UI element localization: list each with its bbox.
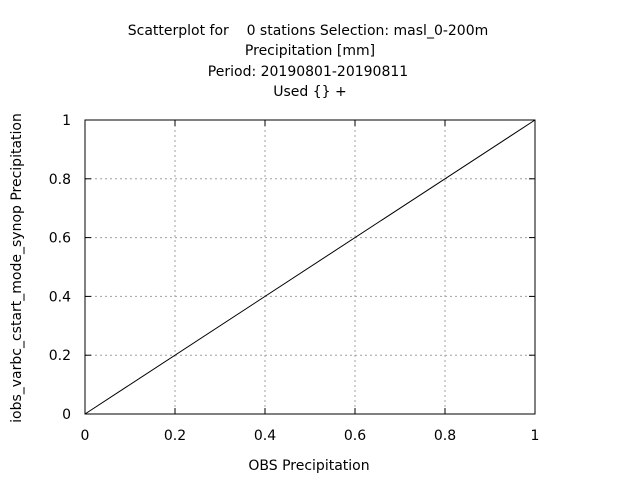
- y-tick-label: 1: [62, 113, 71, 129]
- chart-title: Scatterplot for 0 stations Selection: ma…: [128, 23, 489, 100]
- plot-frame: [84, 119, 536, 415]
- x-tick-label: 1: [531, 428, 540, 444]
- x-tick-label: 0.6: [344, 428, 366, 444]
- reference-line: [84, 119, 536, 415]
- y-tick-label: 0.8: [49, 172, 71, 188]
- axis-ticks: 0 0.2 0.4 0.6 0.8 1 0 0.2 0.4 0.6 0.8 1: [49, 113, 540, 444]
- x-tick-label: 0: [81, 428, 90, 444]
- title-line-1: Scatterplot for 0 stations Selection: ma…: [128, 23, 489, 39]
- x-axis-label: OBS Precipitation: [248, 458, 369, 474]
- x-tick-label: 0.2: [164, 428, 186, 444]
- x-tick-label: 0.8: [434, 428, 456, 444]
- x-tick-label: 0.4: [254, 428, 276, 444]
- grid-lines: [85, 120, 535, 414]
- title-line-2: Precipitation [mm]: [245, 43, 375, 59]
- y-tick-label: 0: [62, 407, 71, 423]
- y-tick-label: 0.4: [49, 289, 71, 305]
- y-axis-label: iobs_varbc_cstart_mode_synop Precipitati…: [9, 113, 25, 423]
- y-tick-label: 0.2: [49, 348, 71, 364]
- series-layer: [84, 119, 536, 415]
- title-line-4: Used {} +: [273, 84, 347, 100]
- title-line-3: Period: 20190801-20190811: [208, 64, 408, 80]
- y-tick-label: 0.6: [49, 231, 71, 247]
